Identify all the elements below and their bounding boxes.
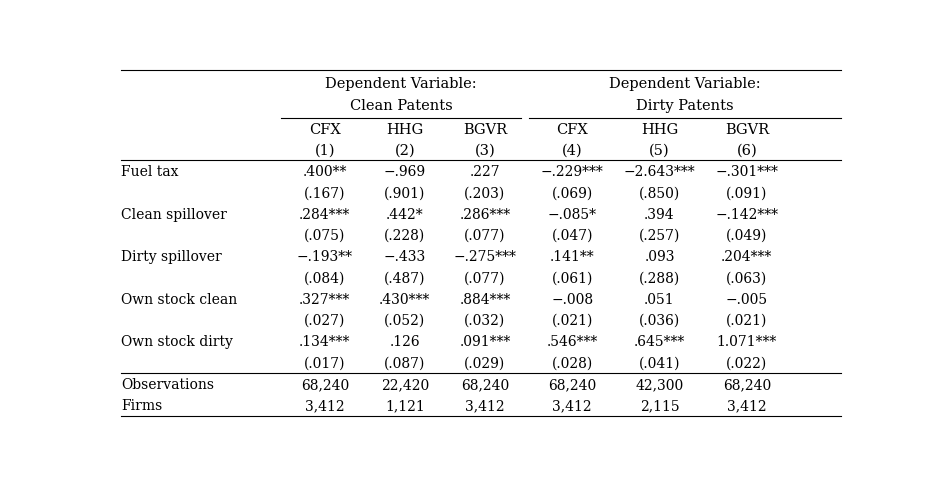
Text: (.061): (.061) (551, 271, 593, 285)
Text: (.167): (.167) (304, 186, 346, 200)
Text: .430***: .430*** (379, 292, 430, 306)
Text: .051: .051 (644, 292, 675, 306)
Text: Fuel tax: Fuel tax (121, 165, 178, 179)
Text: (.052): (.052) (384, 313, 425, 327)
Text: (4): (4) (562, 143, 582, 157)
Text: (.036): (.036) (639, 313, 680, 327)
Text: Observations: Observations (121, 377, 214, 391)
Text: .093: .093 (644, 250, 675, 264)
Text: (.087): (.087) (384, 356, 425, 370)
Text: .126: .126 (390, 335, 420, 348)
Text: 68,240: 68,240 (548, 377, 596, 391)
Text: CFX: CFX (556, 122, 588, 136)
Text: (.288): (.288) (639, 271, 680, 285)
Text: Dependent Variable:: Dependent Variable: (326, 76, 477, 90)
Text: −.229***: −.229*** (541, 165, 604, 179)
Text: −.433: −.433 (384, 250, 426, 264)
Text: (1): (1) (315, 143, 335, 157)
Text: 68,240: 68,240 (300, 377, 349, 391)
Text: (.028): (.028) (551, 356, 593, 370)
Text: .394: .394 (644, 207, 675, 221)
Text: Own stock dirty: Own stock dirty (121, 335, 233, 348)
Text: −.301***: −.301*** (716, 165, 778, 179)
Text: HHG: HHG (386, 122, 423, 136)
Text: (.027): (.027) (304, 313, 346, 327)
Text: −2.643***: −2.643*** (623, 165, 696, 179)
Text: (.901): (.901) (384, 186, 425, 200)
Text: −.275***: −.275*** (454, 250, 516, 264)
Text: (.203): (.203) (464, 186, 505, 200)
Text: Clean spillover: Clean spillover (121, 207, 227, 221)
Text: (.047): (.047) (551, 228, 593, 242)
Text: −.008: −.008 (551, 292, 593, 306)
Text: 68,240: 68,240 (723, 377, 771, 391)
Text: 1,121: 1,121 (385, 398, 424, 412)
Text: (.021): (.021) (551, 313, 593, 327)
Text: (.084): (.084) (304, 271, 346, 285)
Text: Dirty spillover: Dirty spillover (121, 250, 222, 264)
Text: .141**: .141** (550, 250, 594, 264)
Text: CFX: CFX (309, 122, 341, 136)
Text: Dirty Patents: Dirty Patents (637, 99, 733, 113)
Text: (.017): (.017) (304, 356, 346, 370)
Text: (.487): (.487) (384, 271, 425, 285)
Text: 1.071***: 1.071*** (716, 335, 777, 348)
Text: (.063): (.063) (726, 271, 767, 285)
Text: (.075): (.075) (304, 228, 346, 242)
Text: .091***: .091*** (459, 335, 511, 348)
Text: (.077): (.077) (464, 228, 505, 242)
Text: .286***: .286*** (459, 207, 511, 221)
Text: .884***: .884*** (459, 292, 511, 306)
Text: .134***: .134*** (300, 335, 350, 348)
Text: .400**: .400** (302, 165, 347, 179)
Text: (.041): (.041) (639, 356, 680, 370)
Text: .645***: .645*** (634, 335, 685, 348)
Text: (.029): (.029) (464, 356, 505, 370)
Text: 3,412: 3,412 (552, 398, 592, 412)
Text: .546***: .546*** (546, 335, 598, 348)
Text: .327***: .327*** (300, 292, 350, 306)
Text: 22,420: 22,420 (380, 377, 429, 391)
Text: 3,412: 3,412 (305, 398, 345, 412)
Text: −.969: −.969 (384, 165, 426, 179)
Text: (.049): (.049) (726, 228, 767, 242)
Text: (.850): (.850) (639, 186, 680, 200)
Text: −.142***: −.142*** (716, 207, 778, 221)
Text: (.257): (.257) (639, 228, 680, 242)
Text: (5): (5) (649, 143, 670, 157)
Text: (2): (2) (394, 143, 415, 157)
Text: (3): (3) (474, 143, 495, 157)
Text: −.005: −.005 (726, 292, 768, 306)
Text: Own stock clean: Own stock clean (121, 292, 238, 306)
Text: BGVR: BGVR (725, 122, 769, 136)
Text: .227: .227 (470, 165, 500, 179)
Text: Firms: Firms (121, 398, 162, 412)
Text: 42,300: 42,300 (636, 377, 684, 391)
Text: (.022): (.022) (726, 356, 767, 370)
Text: BGVR: BGVR (463, 122, 507, 136)
Text: (.091): (.091) (726, 186, 767, 200)
Text: .204***: .204*** (721, 250, 773, 264)
Text: HHG: HHG (641, 122, 678, 136)
Text: (6): (6) (736, 143, 757, 157)
Text: .284***: .284*** (300, 207, 350, 221)
Text: 3,412: 3,412 (727, 398, 766, 412)
Text: 2,115: 2,115 (639, 398, 679, 412)
Text: 3,412: 3,412 (465, 398, 504, 412)
Text: (.069): (.069) (551, 186, 593, 200)
Text: −.193**: −.193** (297, 250, 353, 264)
Text: −.085*: −.085* (547, 207, 596, 221)
Text: Dependent Variable:: Dependent Variable: (609, 76, 761, 90)
Text: .442*: .442* (386, 207, 423, 221)
Text: (.021): (.021) (726, 313, 767, 327)
Text: (.228): (.228) (384, 228, 425, 242)
Text: 68,240: 68,240 (461, 377, 509, 391)
Text: (.077): (.077) (464, 271, 505, 285)
Text: Clean Patents: Clean Patents (350, 99, 453, 113)
Text: (.032): (.032) (464, 313, 505, 327)
